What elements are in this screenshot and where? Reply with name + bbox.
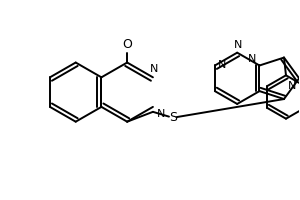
Text: O: O xyxy=(122,38,132,51)
Text: S: S xyxy=(169,111,177,124)
Text: N: N xyxy=(157,109,165,119)
Text: N: N xyxy=(288,81,296,91)
Text: N: N xyxy=(248,54,256,64)
Text: N: N xyxy=(150,64,158,74)
Text: N: N xyxy=(218,60,226,70)
Text: N: N xyxy=(234,40,242,50)
